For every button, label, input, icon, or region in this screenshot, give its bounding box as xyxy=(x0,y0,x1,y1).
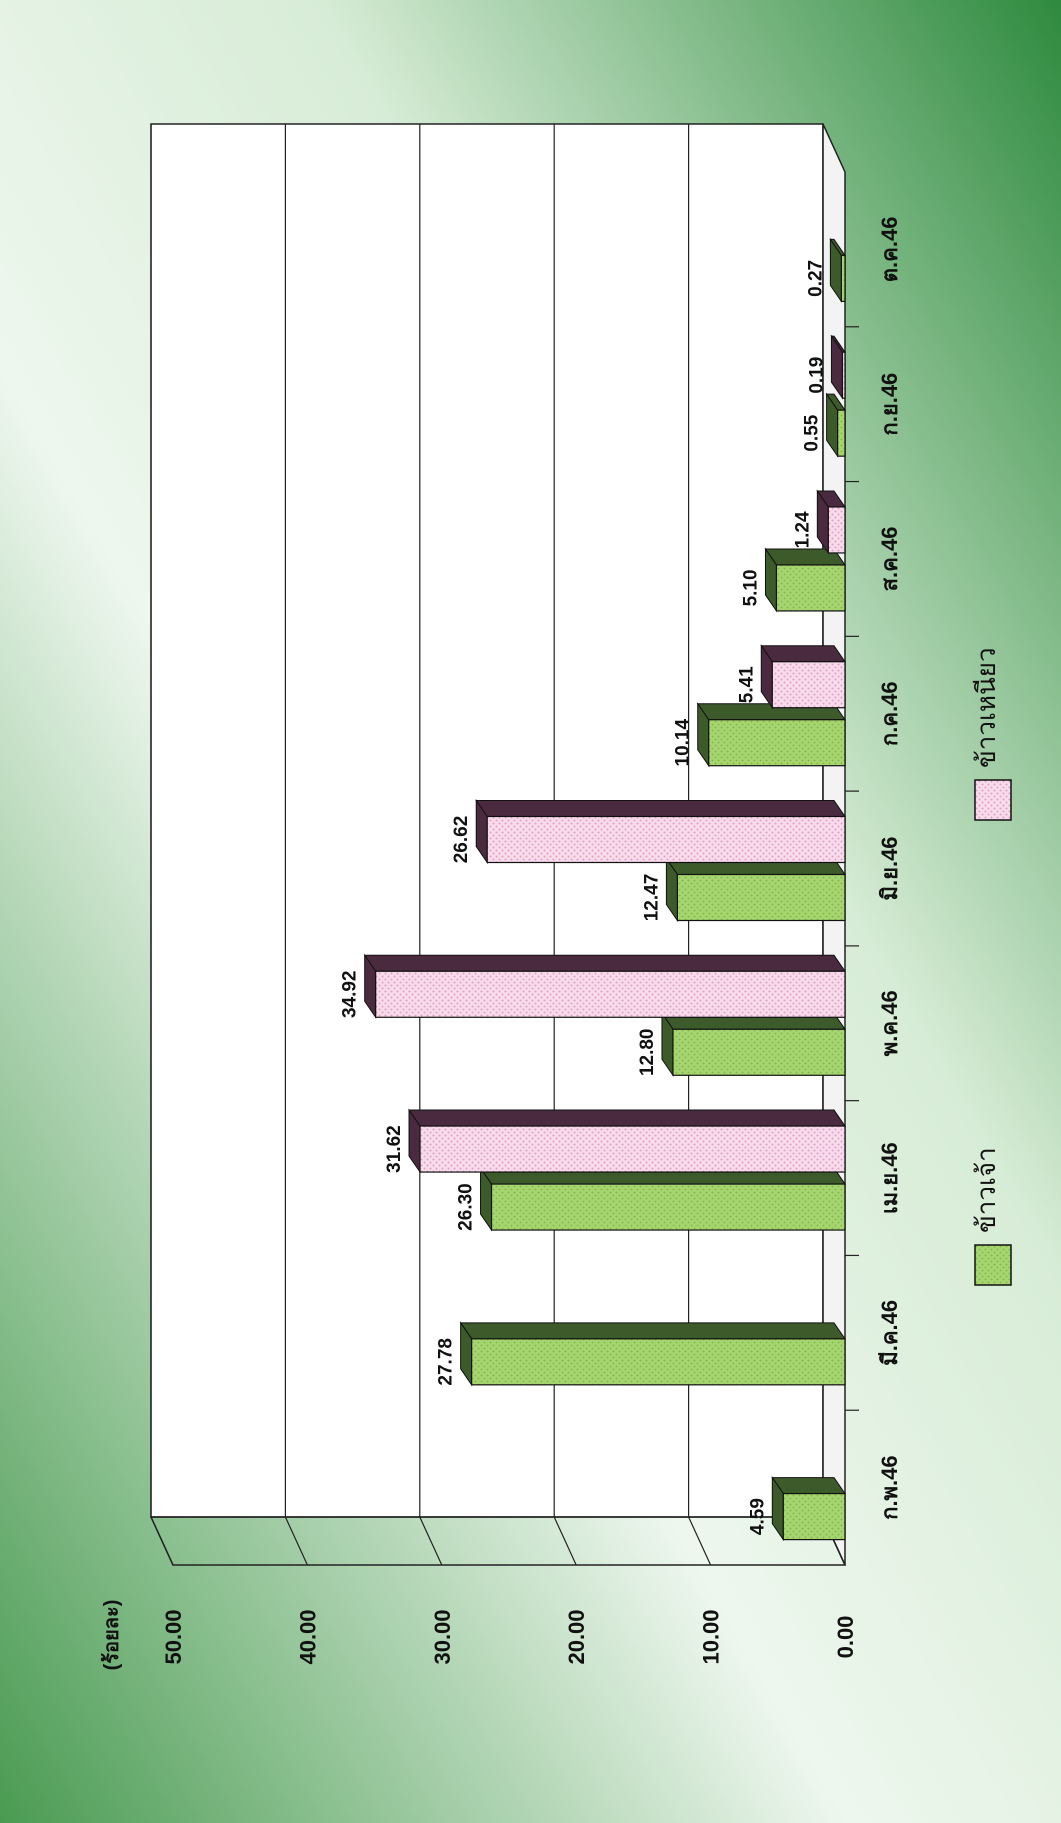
data-label: 5.41 xyxy=(736,666,757,703)
gridline-depth xyxy=(419,1516,443,1566)
data-label: 10.14 xyxy=(673,719,694,767)
y-tick-label: 40.00 xyxy=(295,1609,320,1664)
x-tick-label: ก.ค.46 xyxy=(877,681,902,746)
data-label: 12.47 xyxy=(641,874,662,922)
data-label: 31.62 xyxy=(384,1125,405,1173)
x-tick-label: ก.พ.46 xyxy=(877,1455,902,1520)
data-label: 27.78 xyxy=(436,1338,457,1386)
y-tick-label: 10.00 xyxy=(699,1609,724,1664)
bar-series2 xyxy=(841,351,846,399)
bar-depth xyxy=(760,645,846,663)
bar-series1 xyxy=(775,564,846,612)
x-tick-label: มิ.ย.46 xyxy=(877,836,902,900)
y-tick-label: 20.00 xyxy=(564,1609,589,1664)
data-label: 0.27 xyxy=(805,260,826,297)
bar-series1 xyxy=(490,1183,846,1231)
data-label: 0.19 xyxy=(806,357,827,394)
gridline-depth xyxy=(284,1516,308,1566)
data-label: 4.59 xyxy=(747,1498,768,1535)
bar-series1 xyxy=(672,1028,846,1076)
bar-series1 xyxy=(782,1493,846,1541)
bar-series2 xyxy=(486,815,846,864)
bar-series1 xyxy=(840,254,846,302)
y-tick-label: 0.00 xyxy=(833,1616,858,1659)
bar-series2 xyxy=(827,506,846,554)
bar-series1 xyxy=(471,1338,846,1386)
data-label: 26.30 xyxy=(456,1183,477,1231)
y-tick-label: 30.00 xyxy=(430,1609,455,1664)
x-tick-label: ต.ค.46 xyxy=(877,217,902,283)
data-label: 0.55 xyxy=(802,414,823,451)
unit-label: (ร้อยละ) xyxy=(100,1600,123,1671)
bar-depth xyxy=(771,1477,846,1495)
data-label: 5.10 xyxy=(740,569,761,606)
data-label: 12.80 xyxy=(637,1029,658,1077)
bar-series1 xyxy=(676,873,846,922)
data-label: 34.92 xyxy=(340,971,361,1019)
bar-series1 xyxy=(708,719,846,767)
data-label: 1.24 xyxy=(792,511,813,548)
gridline-depth xyxy=(688,1516,712,1566)
bar-series2 xyxy=(375,970,846,1018)
y-tick-label: 50.00 xyxy=(161,1609,186,1664)
gridline-depth xyxy=(150,1516,174,1566)
bar-depth xyxy=(363,954,846,972)
x-tick-label: เม.ย.46 xyxy=(877,1142,902,1214)
bar-series2 xyxy=(771,661,846,709)
bar-series1 xyxy=(837,409,846,457)
legend-label-series2: ข้าวเหนียว xyxy=(972,647,1002,768)
bar-depth xyxy=(475,800,846,817)
bar-depth xyxy=(408,1109,846,1127)
legend-label-series1: ข้าวเจ้า xyxy=(972,1147,1002,1233)
x-tick-label: ส.ค.46 xyxy=(877,527,902,592)
x-tick-label: มี.ค.46 xyxy=(877,1300,902,1366)
bar-series2 xyxy=(419,1125,846,1173)
x-tick-label: ก.ย.46 xyxy=(877,373,902,436)
bar-depth xyxy=(459,1322,846,1340)
gridline-depth xyxy=(553,1516,577,1566)
data-label: 26.62 xyxy=(451,816,472,864)
legend-swatch-series1 xyxy=(974,1244,1012,1286)
legend-swatch-series2 xyxy=(974,779,1012,821)
x-tick-label: พ.ค.46 xyxy=(877,990,902,1056)
